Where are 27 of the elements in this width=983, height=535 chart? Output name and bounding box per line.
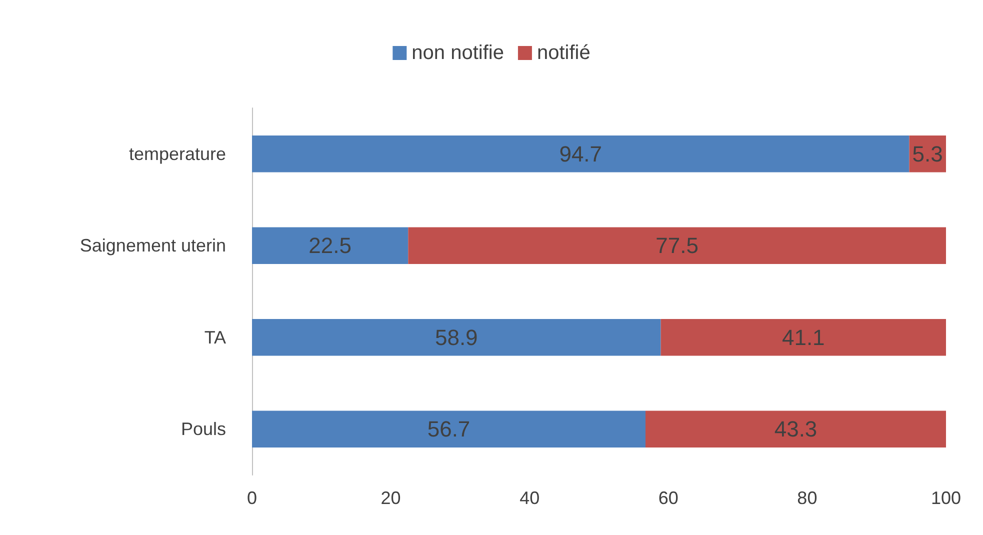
- x-tick-label: 100: [930, 488, 962, 508]
- bar: [252, 136, 910, 172]
- x-tick-label: 80: [797, 488, 818, 508]
- y-tick-label: Pouls: [180, 419, 226, 440]
- data-label: 5.3: [912, 141, 943, 166]
- data-label: 56.7: [427, 416, 470, 442]
- x-tick-label: 20: [380, 488, 401, 508]
- bar: [252, 319, 661, 356]
- bar: [646, 410, 946, 448]
- x-tick-label: 0: [246, 488, 258, 508]
- x-tick-label: 60: [658, 488, 678, 508]
- bar: [252, 410, 646, 448]
- data-label: 22.5: [308, 233, 352, 258]
- legend-label: non notifie: [412, 42, 504, 64]
- y-tick-label: Saignement uterin: [80, 236, 226, 256]
- legend-label: notifié: [536, 42, 590, 64]
- y-tick-label: TA: [204, 327, 226, 348]
- y-tick-label: temperature: [128, 144, 226, 164]
- bar: [408, 227, 946, 264]
- data-label: 58.9: [434, 324, 478, 350]
- data-label: 94.7: [559, 141, 602, 166]
- x-tick-label: 40: [520, 488, 540, 508]
- data-label: 41.1: [782, 324, 825, 350]
- bar: [252, 227, 408, 264]
- data-label: 43.3: [774, 416, 818, 442]
- data-label: 77.5: [656, 233, 698, 258]
- bar: [660, 319, 946, 356]
